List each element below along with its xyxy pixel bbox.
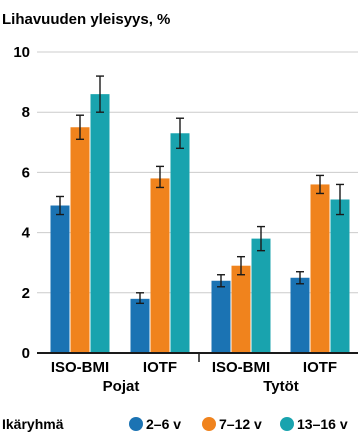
y-tick-label: 2 — [22, 285, 30, 302]
error-bar — [237, 255, 245, 276]
legend-entry-label: 2–6 v — [146, 416, 181, 432]
x-category-label: IOTF — [303, 359, 337, 376]
error-bar — [296, 271, 304, 285]
y-tick-label: 10 — [13, 44, 30, 61]
x-category-label: IOTF — [143, 359, 177, 376]
legend-marker — [202, 417, 216, 431]
bar — [251, 238, 271, 353]
error-bar — [176, 117, 184, 150]
bar — [170, 133, 190, 353]
legend-marker — [280, 417, 294, 431]
error-bar — [96, 75, 104, 113]
bar — [150, 178, 170, 353]
x-category-label: ISO-BMI — [212, 359, 270, 376]
bars — [50, 94, 350, 353]
bar — [310, 184, 330, 353]
y-tick-label: 0 — [22, 345, 30, 362]
legend-entry-label: 13–16 v — [297, 416, 348, 432]
bar — [70, 127, 90, 353]
bar — [130, 298, 150, 353]
error-bar — [217, 274, 225, 288]
bar — [231, 265, 251, 353]
legend: Ikäryhmä 2–6 v 7–12 v 13–16 v — [2, 416, 348, 432]
error-bar — [136, 292, 144, 305]
error-bar — [156, 165, 164, 189]
error-bar — [336, 183, 344, 216]
x-axis — [37, 352, 358, 362]
y-tick-label: 4 — [22, 225, 31, 242]
x-group-label: Pojat — [103, 378, 140, 395]
x-group-label: Tytöt — [263, 378, 299, 395]
chart-title: Lihavuuden yleisyys, % — [2, 11, 170, 28]
legend-entry-label: 7–12 v — [219, 416, 262, 432]
y-tick-label: 6 — [22, 164, 30, 181]
bar — [290, 277, 310, 353]
x-category-label: ISO-BMI — [51, 359, 109, 376]
y-axis-ticks: 0 2 4 6 8 10 — [13, 44, 30, 362]
legend-marker — [129, 417, 143, 431]
error-bars — [56, 75, 344, 305]
bar — [90, 94, 110, 353]
legend-title: Ikäryhmä — [2, 416, 64, 432]
error-bar — [316, 174, 324, 195]
y-tick-label: 8 — [22, 104, 30, 121]
bar — [50, 205, 70, 353]
error-bar — [56, 195, 64, 216]
bar — [330, 199, 350, 353]
bar — [211, 280, 231, 353]
error-bar — [257, 225, 265, 252]
error-bar — [76, 114, 84, 140]
